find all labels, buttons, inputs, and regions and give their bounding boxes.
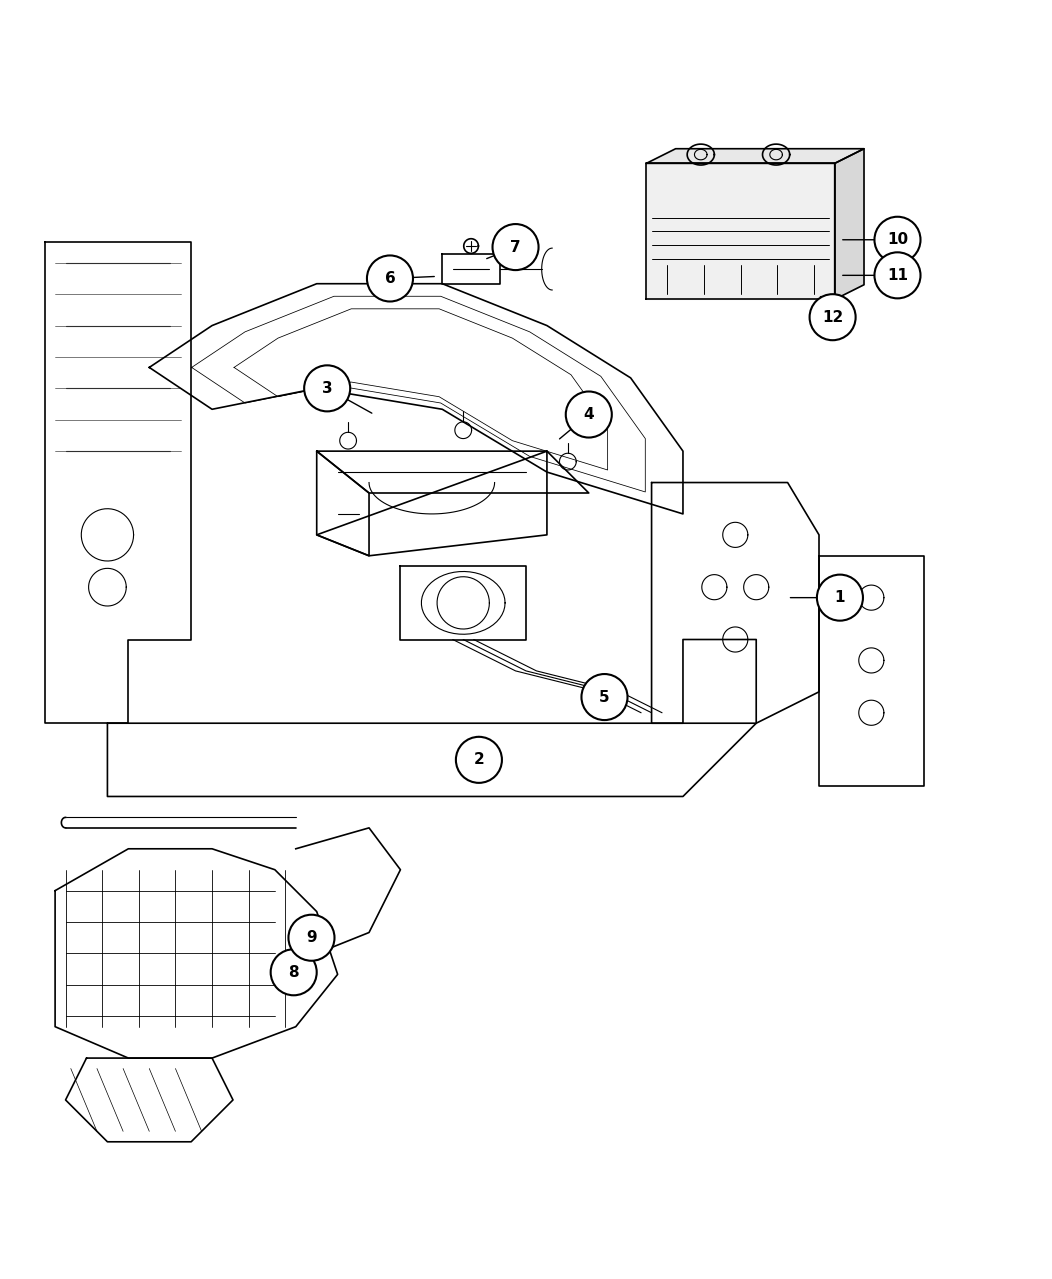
Circle shape: [456, 737, 502, 783]
Text: 9: 9: [306, 930, 317, 945]
Circle shape: [288, 914, 335, 961]
Text: 1: 1: [834, 590, 845, 605]
Text: 6: 6: [385, 271, 396, 286]
Circle shape: [304, 366, 350, 412]
Text: 2: 2: [473, 752, 484, 767]
Circle shape: [874, 216, 920, 262]
Text: 4: 4: [584, 407, 594, 422]
Text: 3: 3: [322, 381, 332, 396]
Circle shape: [566, 391, 612, 437]
Text: 5: 5: [600, 689, 610, 705]
Circle shape: [817, 574, 863, 620]
Text: 10: 10: [887, 233, 908, 247]
Text: 12: 12: [822, 310, 844, 325]
Circle shape: [270, 949, 317, 995]
Circle shape: [492, 224, 539, 270]
Text: 7: 7: [510, 239, 521, 255]
Circle shape: [367, 256, 413, 302]
Text: 11: 11: [887, 267, 908, 283]
Polygon shape: [834, 148, 864, 299]
Polygon shape: [646, 148, 864, 164]
Circle shape: [874, 252, 920, 298]
Circle shape: [810, 294, 855, 340]
Polygon shape: [646, 164, 834, 299]
Text: 8: 8: [288, 964, 299, 980]
Circle shape: [582, 674, 627, 720]
